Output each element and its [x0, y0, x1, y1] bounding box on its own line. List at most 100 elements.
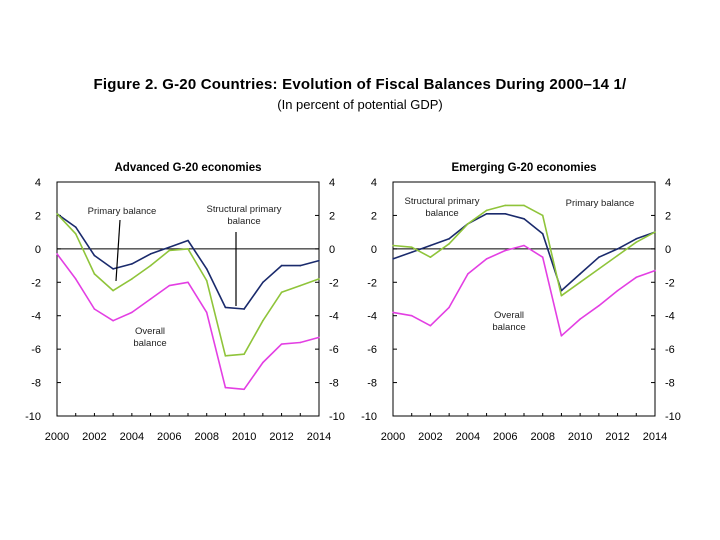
y-tick-label-right: 4: [665, 177, 671, 189]
x-tick-label: 2002: [82, 431, 106, 443]
data-point-primary-balance: [579, 281, 581, 284]
data-point-primary-balance: [74, 233, 77, 235]
data-point-overall-balance: [579, 318, 581, 320]
y-tick-label-left: -2: [367, 277, 377, 289]
data-point-overall-balance: [205, 311, 208, 314]
y-tick-label-right: 2: [329, 210, 335, 222]
y-tick-label-left: 2: [371, 210, 377, 222]
data-point-overall-balance: [523, 244, 525, 247]
x-tick-label: 2012: [605, 431, 629, 443]
data-point-overall-balance: [429, 324, 432, 327]
x-tick-label: 2002: [418, 431, 442, 443]
data-point-overall-balance: [392, 311, 394, 314]
data-point-overall-balance: [93, 308, 96, 310]
data-point-overall-balance: [635, 276, 638, 279]
data-point-primary-balance: [93, 273, 96, 275]
data-point-primary-balance: [187, 248, 189, 250]
y-tick-label-left: -2: [31, 277, 41, 289]
data-point-primary-balance: [112, 289, 114, 292]
data-point-structural-primary-balance: [280, 264, 283, 267]
data-point-overall-balance: [74, 278, 77, 280]
y-tick-label-right: -8: [329, 378, 339, 390]
x-tick-label: 2006: [157, 431, 181, 443]
y-tick-label-left: -6: [367, 344, 377, 356]
data-point-structural-primary-balance: [131, 263, 133, 265]
data-point-structural-primary-balance: [598, 256, 600, 259]
series-line-structural-primary-balance: [392, 213, 656, 292]
x-tick-label: 2006: [493, 431, 517, 443]
y-tick-label-left: -8: [31, 378, 41, 390]
series-line-overall-balance: [56, 253, 320, 391]
data-point-primary-balance: [318, 278, 320, 280]
data-point-structural-primary-balance: [541, 233, 544, 235]
data-point-primary-balance: [280, 291, 283, 294]
data-point-primary-balance: [485, 209, 488, 212]
series-annotation: Overall balance: [133, 326, 166, 349]
data-point-structural-primary-balance: [410, 251, 413, 253]
data-point-overall-balance: [318, 336, 320, 339]
data-point-primary-balance: [598, 268, 600, 270]
data-point-primary-balance: [616, 254, 619, 257]
y-tick-label-right: -4: [329, 311, 339, 323]
data-point-primary-balance: [392, 244, 394, 247]
series-annotation: Primary balance: [566, 198, 635, 209]
x-tick-label: 2014: [643, 431, 667, 443]
x-tick-label: 2008: [194, 431, 218, 443]
data-point-structural-primary-balance: [616, 248, 619, 250]
data-point-overall-balance: [504, 249, 507, 252]
data-point-primary-balance: [467, 222, 469, 225]
data-point-structural-primary-balance: [74, 226, 77, 228]
data-point-structural-primary-balance: [485, 212, 488, 215]
data-point-structural-primary-balance: [448, 238, 450, 240]
data-point-overall-balance: [149, 298, 152, 300]
data-point-structural-primary-balance: [262, 281, 264, 284]
y-tick-label-right: -2: [329, 277, 339, 289]
series-line-primary-balance: [56, 213, 320, 357]
y-tick-label-left: -6: [31, 344, 41, 356]
chart-panel-1: Advanced G-20 economies 4 4 2 2 0 0 -2 -2 -4 -4 -6 -…: [25, 162, 345, 443]
y-tick-label-left: -10: [361, 411, 377, 423]
x-tick-label: 2004: [456, 431, 480, 443]
y-tick-label-right: 4: [329, 177, 335, 189]
y-tick-label-right: 0: [665, 244, 671, 256]
data-point-overall-balance: [224, 386, 227, 389]
data-point-structural-primary-balance: [523, 217, 525, 220]
data-point-structural-primary-balance: [429, 244, 432, 247]
data-point-overall-balance: [485, 258, 488, 260]
panel-title: Emerging G-20 economies: [451, 162, 596, 174]
data-point-primary-balance: [429, 256, 432, 259]
series-annotation: Structural primary balance: [405, 196, 480, 219]
data-point-overall-balance: [112, 319, 114, 322]
y-tick-label-left: -8: [367, 378, 377, 390]
data-point-overall-balance: [262, 361, 264, 364]
data-point-primary-balance: [541, 214, 544, 217]
series-annotation: Primary balance: [88, 206, 157, 217]
data-point-overall-balance: [467, 273, 469, 275]
data-point-structural-primary-balance: [392, 258, 394, 260]
data-point-primary-balance: [262, 319, 264, 322]
data-point-structural-primary-balance: [187, 239, 189, 242]
data-point-structural-primary-balance: [168, 246, 171, 248]
y-tick-label-right: -8: [665, 378, 675, 390]
plot-frame: [56, 181, 320, 417]
y-tick-label-left: -10: [25, 411, 41, 423]
data-point-structural-primary-balance: [635, 238, 638, 240]
data-point-primary-balance: [131, 278, 133, 280]
data-point-structural-primary-balance: [149, 253, 152, 255]
y-tick-label-right: -6: [665, 344, 675, 356]
data-point-overall-balance: [299, 341, 302, 344]
y-tick-label-left: 4: [35, 177, 41, 189]
data-point-overall-balance: [448, 306, 450, 309]
data-point-structural-primary-balance: [205, 268, 208, 270]
data-point-overall-balance: [168, 284, 171, 287]
figure-subtitle: (In percent of potential GDP): [277, 97, 443, 112]
data-point-structural-primary-balance: [579, 273, 581, 275]
x-tick-label: 2000: [381, 431, 405, 443]
data-point-primary-balance: [149, 264, 152, 267]
y-tick-label-right: -2: [665, 277, 675, 289]
x-tick-label: 2010: [568, 431, 592, 443]
data-point-primary-balance: [205, 279, 208, 282]
data-point-structural-primary-balance: [504, 212, 507, 215]
data-point-overall-balance: [410, 314, 413, 317]
data-point-primary-balance: [635, 241, 638, 243]
